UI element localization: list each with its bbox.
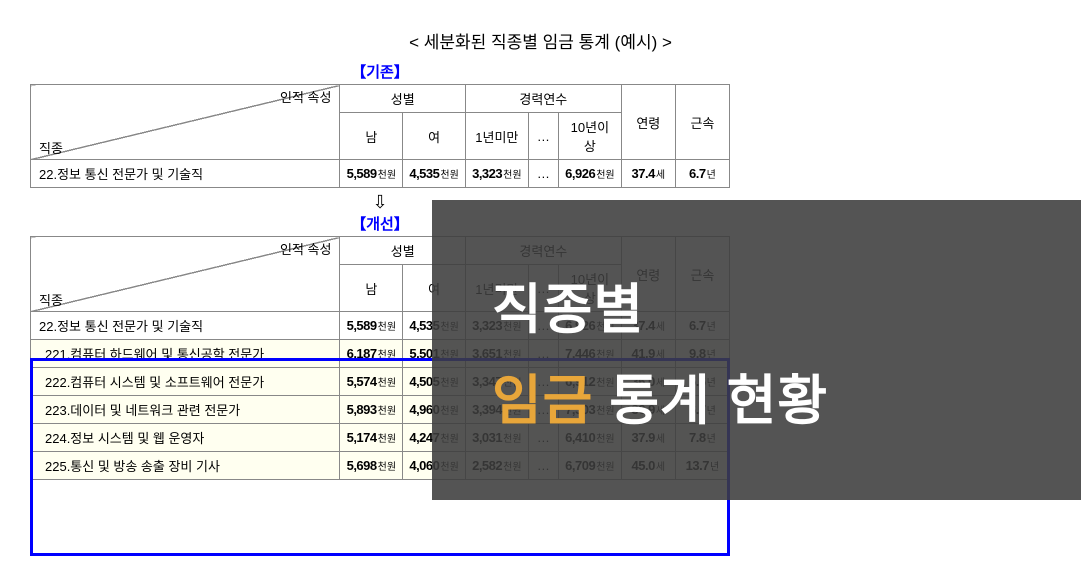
row-label: 223.데이터 및 네트워크 관련 전문가 [31,396,340,424]
cell-tenure: 6.7년 [675,160,729,188]
table-row: 22.정보 통신 전문가 및 기술직 5,589천원 4,535천원 3,323… [31,160,730,188]
row-label: 225.통신 및 방송 송출 장비 기사 [31,452,340,480]
col-female: 여 [403,113,466,160]
diag-top-label: 인적 속성 [280,239,331,258]
col-exp-gt10: 10년이상 [559,113,622,160]
overlay-title-line-1: 직종별 [492,265,1081,344]
diag-bottom-label: 직종 [39,138,63,157]
cell-male: 6,187천원 [340,340,403,368]
header-row-1: 인적 속성 직종 성별 경력연수 연령 근속 [31,85,730,113]
col-experience: 경력연수 [465,85,621,113]
cell-male: 5,174천원 [340,424,403,452]
cell-age: 37.4세 [621,160,675,188]
col-exp-dots: … [528,113,558,160]
col-tenure: 근속 [675,85,729,160]
overlay-white-text: 통계 현황 [593,371,828,431]
diagonal-header: 인적 속성 직종 [31,237,340,312]
cell-male: 5,893천원 [340,396,403,424]
cell-male: 5,589천원 [340,160,403,188]
cell-male: 5,574천원 [340,368,403,396]
col-male: 남 [340,113,403,160]
overlay-panel: 직종별 임금 통계 현황 [432,200,1081,500]
cell-dots: … [528,160,558,188]
row-label: 22.정보 통신 전문가 및 기술직 [31,160,340,188]
page-title: < 세분화된 직종별 임금 통계 (예시) > [0,28,1081,53]
col-gender: 성별 [340,85,466,113]
col-age: 연령 [621,85,675,160]
label-existing: 【기존】 [30,61,730,82]
diag-bottom-label: 직종 [39,290,63,309]
row-label: 22.정보 통신 전문가 및 기술직 [31,312,340,340]
cell-exp10: 6,926천원 [559,160,622,188]
cell-exp1: 3,323천원 [465,160,528,188]
row-label: 222.컴퓨터 시스템 및 소프트웨어 전문가 [31,368,340,396]
row-label: 221.컴퓨터 하드웨어 및 통신공학 전문가 [31,340,340,368]
cell-male: 5,698천원 [340,452,403,480]
diag-top-label: 인적 속성 [280,87,331,106]
col-exp-lt1: 1년미만 [465,113,528,160]
row-label: 224.정보 시스템 및 웹 운영자 [31,424,340,452]
overlay-title-line-2: 임금 통계 현황 [492,356,1081,435]
table-existing: 인적 속성 직종 성별 경력연수 연령 근속 남 여 1년미만 … 10년이상 … [30,84,730,188]
cell-female: 4,535천원 [403,160,466,188]
diagonal-header: 인적 속성 직종 [31,85,340,160]
col-male: 남 [340,265,403,312]
cell-male: 5,589천원 [340,312,403,340]
overlay-accent-text: 임금 [492,371,593,431]
